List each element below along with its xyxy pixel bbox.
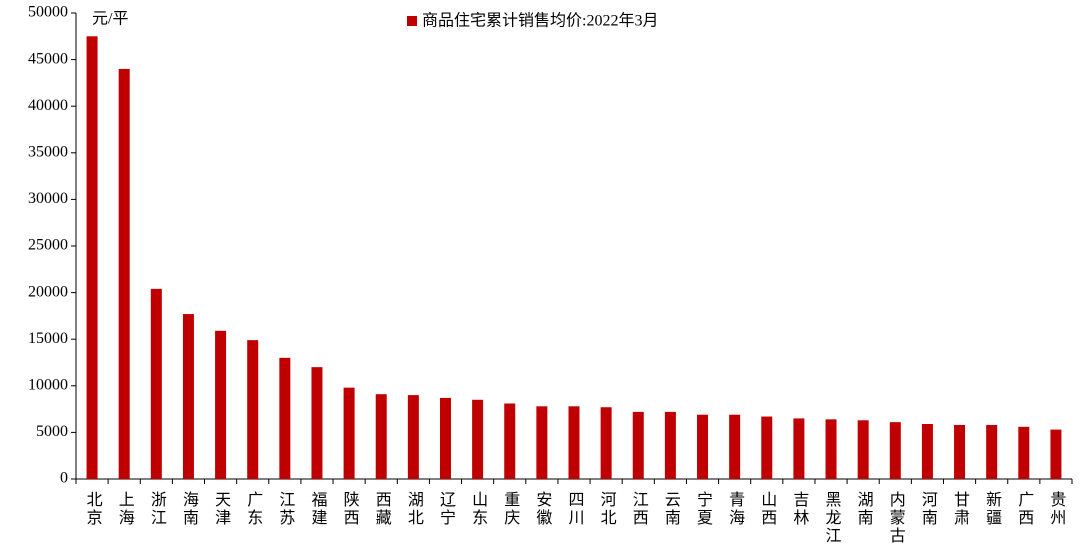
bar	[472, 399, 484, 479]
x-tick-label: 新疆	[983, 491, 1002, 527]
bar	[439, 397, 451, 479]
bar	[182, 314, 194, 479]
bar	[889, 422, 901, 479]
y-tick-label: 50000	[28, 4, 68, 21]
x-tick-label: 辽宁	[437, 491, 456, 527]
x-tick-label: 河北	[598, 491, 617, 527]
bar	[1018, 426, 1030, 479]
bar	[150, 288, 162, 479]
x-tick-label: 云南	[662, 491, 681, 527]
x-tick-label: 黑龙江	[823, 491, 842, 545]
y-tick-label: 20000	[28, 283, 68, 300]
bar	[664, 411, 676, 479]
x-tick-label: 江苏	[276, 491, 295, 527]
x-tick-label: 山西	[758, 491, 777, 527]
bar	[247, 340, 259, 479]
x-tick-label: 江西	[630, 491, 649, 527]
bar	[632, 411, 644, 479]
x-tick-label: 陕西	[341, 491, 360, 527]
x-tick-label: 湖南	[855, 491, 874, 527]
legend-label: 商品住宅累计销售均价:2022年3月	[422, 12, 658, 30]
bar	[279, 357, 291, 479]
x-tick-label: 广东	[244, 491, 263, 527]
y-tick-label: 10000	[28, 376, 68, 393]
bar	[825, 419, 837, 479]
x-tick-label: 重庆	[501, 491, 520, 527]
x-tick-label: 山东	[469, 491, 487, 527]
x-tick-label: 湖北	[405, 491, 424, 527]
x-tick-label: 西藏	[373, 491, 392, 527]
bar	[921, 424, 933, 479]
bar	[504, 403, 516, 479]
y-tick-label: 25000	[28, 237, 68, 254]
bar	[1050, 429, 1062, 479]
x-tick-label: 天津	[212, 491, 231, 527]
bar	[729, 414, 741, 479]
bar	[986, 424, 998, 479]
bar	[568, 406, 580, 479]
x-tick-label: 上海	[116, 491, 135, 527]
bar	[697, 414, 709, 479]
x-tick-label: 福建	[308, 491, 327, 527]
x-tick-label: 吉林	[790, 491, 809, 527]
bar	[407, 395, 419, 479]
x-tick-label: 四川	[566, 491, 585, 527]
bar	[793, 418, 805, 479]
y-tick-label: 15000	[28, 330, 68, 347]
y-tick-label: 45000	[28, 50, 68, 67]
bar	[954, 424, 966, 479]
x-tick-label: 海南	[180, 491, 199, 527]
bar	[311, 367, 323, 479]
bar	[375, 394, 387, 479]
bar	[215, 330, 227, 479]
bar	[857, 420, 869, 479]
x-tick-label: 河南	[919, 491, 938, 527]
bar	[86, 36, 98, 480]
legend-swatch	[407, 16, 417, 26]
x-tick-label: 青海	[726, 491, 745, 527]
bar	[118, 68, 130, 480]
x-tick-label: 甘肃	[951, 491, 970, 527]
bar	[600, 407, 612, 479]
bar	[343, 387, 355, 479]
y-tick-label: 0	[60, 470, 68, 487]
unit-label: 元/平	[92, 11, 128, 28]
y-tick-label: 40000	[28, 97, 68, 114]
x-tick-label: 贵州	[1047, 491, 1066, 527]
y-tick-label: 5000	[36, 423, 68, 440]
x-tick-label: 安徽	[533, 491, 552, 527]
x-tick-label: 北京	[84, 491, 103, 527]
x-tick-label: 浙江	[148, 491, 167, 527]
bar	[536, 406, 548, 479]
y-tick-label: 35000	[28, 143, 68, 160]
bar	[761, 416, 773, 479]
x-tick-label: 内蒙古	[887, 491, 906, 545]
x-tick-label: 宁夏	[694, 491, 713, 527]
y-tick-label: 30000	[28, 190, 68, 207]
x-tick-label: 广西	[1015, 491, 1034, 527]
